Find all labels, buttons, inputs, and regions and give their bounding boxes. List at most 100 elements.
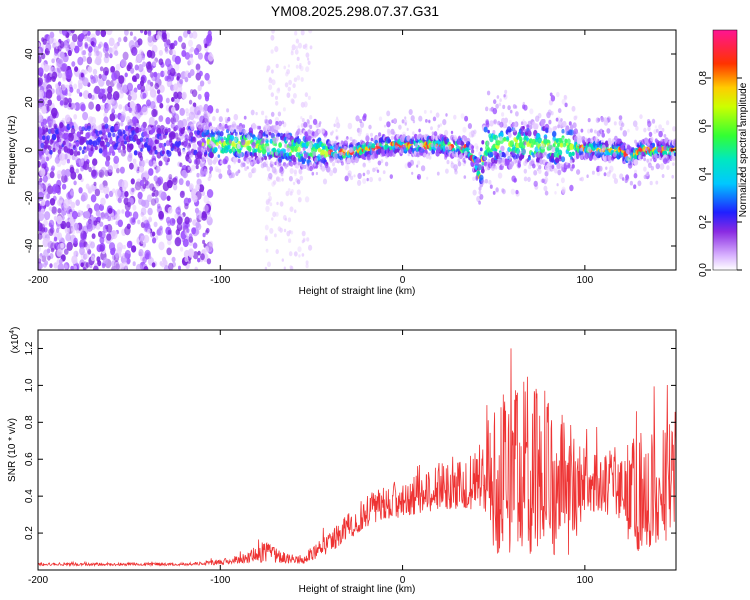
spectrogram-cell (86, 36, 91, 42)
spectrogram-cell (124, 140, 127, 145)
spectrogram-y-axis-label: Frequency (Hz) (7, 116, 18, 185)
spectrogram-cell (90, 241, 95, 249)
spectrogram-cell (446, 159, 450, 165)
spectrogram-cell (648, 131, 653, 137)
spectrogram-cell (113, 43, 118, 49)
spectrogram-cell (69, 84, 73, 90)
spectrogram-cell (305, 260, 309, 265)
spectrogram-cell (73, 150, 79, 157)
spectrogram-cell (46, 135, 51, 141)
spectrogram-cell (459, 145, 463, 151)
spectrogram-cell (400, 135, 405, 143)
spectrogram-cell (240, 138, 246, 146)
spectrogram-cell (194, 47, 200, 56)
spectrogram-cell (278, 120, 283, 127)
spectrogram-cell (132, 158, 137, 164)
spectrogram-cell (57, 149, 62, 155)
spectrogram-cell (166, 79, 173, 88)
spectrogram-cell (534, 153, 537, 157)
spectrogram-cell (147, 228, 151, 234)
spectrogram-cell (619, 126, 623, 131)
spectrogram-cell (207, 53, 214, 62)
spectrogram-cell (150, 198, 157, 206)
spectrogram-cell (46, 105, 51, 112)
spectrogram-cell (515, 111, 519, 117)
spectrogram-cell (44, 149, 49, 156)
spectrogram-cell (159, 225, 163, 231)
spectrogram-cell (296, 179, 301, 185)
spectrogram-cell (304, 92, 309, 98)
spectrogram-cell (41, 227, 46, 233)
spectrogram-cell (289, 265, 293, 269)
spectrogram-cell (272, 137, 275, 142)
spectrogram-cell (386, 128, 391, 134)
spectrogram-cell (264, 266, 268, 270)
spectrogram-cell (100, 30, 107, 38)
spectrogram-cell (133, 150, 138, 156)
spectrogram-cell (565, 161, 569, 166)
spectrogram-cell (561, 188, 566, 194)
spectrogram-cell (378, 116, 383, 122)
spectrogram-cell (41, 157, 46, 163)
spectrogram-cell (281, 177, 284, 182)
spectrogram-cell (303, 101, 308, 108)
spectrogram-cell (669, 155, 673, 160)
spectrogram-cell (115, 214, 120, 221)
spectrogram-cell (134, 181, 142, 191)
spectrogram-cell (354, 139, 358, 144)
spectrogram-cell (408, 109, 413, 115)
spectrogram-cell (97, 43, 102, 49)
spectrogram-cell (299, 62, 302, 67)
spectrogram-cell (672, 126, 676, 132)
spectrogram-cell (44, 74, 51, 84)
spectrogram-cell (346, 158, 351, 164)
spectrogram-cell (61, 183, 67, 190)
spectrogram-cell (665, 157, 670, 164)
spectrogram-cell (416, 152, 420, 158)
spectrogram-cell (507, 153, 513, 160)
spectrogram-cell (551, 165, 555, 169)
spectrogram-cell (370, 137, 374, 142)
spectrogram-cell (90, 41, 95, 46)
spectrogram-cell (178, 265, 181, 270)
spectrogram-cell (187, 30, 191, 35)
spectrogram-cell (179, 190, 185, 198)
spectrogram-cell (197, 84, 202, 92)
spectrogram-cell (172, 184, 178, 191)
spectrogram-cell (305, 66, 310, 73)
spectrogram-cell (209, 151, 214, 158)
snr-scale-suffix: ) (10, 327, 21, 330)
spectrogram-cell (165, 97, 170, 104)
spectrogram-cell (93, 203, 100, 212)
spectrogram-cell (129, 162, 134, 170)
spectrogram-cell (119, 132, 123, 137)
spectrogram-cell (38, 223, 43, 232)
spectrogram-cell (268, 131, 272, 136)
spectrogram-cell (552, 139, 555, 143)
spectrogram-cell (71, 255, 78, 265)
spectrogram-cell (309, 115, 313, 120)
spectrogram-cell (64, 248, 69, 255)
spectrogram-cell (639, 114, 643, 120)
spectrogram-cell (437, 124, 441, 128)
spectrogram-cell (53, 231, 57, 238)
spectrogram-cell (51, 107, 58, 118)
spectrogram-cell (236, 125, 240, 130)
spectrogram-cell (496, 95, 500, 99)
spectrogram-cell (94, 188, 101, 197)
spectrogram-cell (125, 115, 131, 123)
spectrogram-cell (497, 172, 503, 179)
spectrogram-cell (340, 140, 344, 145)
spectrogram-cell (187, 248, 195, 258)
spectrogram-cell (130, 67, 135, 74)
spectrogram-cell (200, 150, 204, 155)
spectrogram-cell (382, 170, 386, 175)
spectrogram-cell (130, 178, 135, 185)
spectrogram-cell (332, 167, 338, 174)
spectrogram-cell (307, 95, 311, 100)
spectrogram-cell (140, 30, 144, 34)
spectrogram-cell (242, 128, 246, 133)
spectrogram-cell (366, 177, 369, 182)
spectrogram-cell (111, 107, 115, 113)
spectrogram-cell (201, 210, 207, 219)
